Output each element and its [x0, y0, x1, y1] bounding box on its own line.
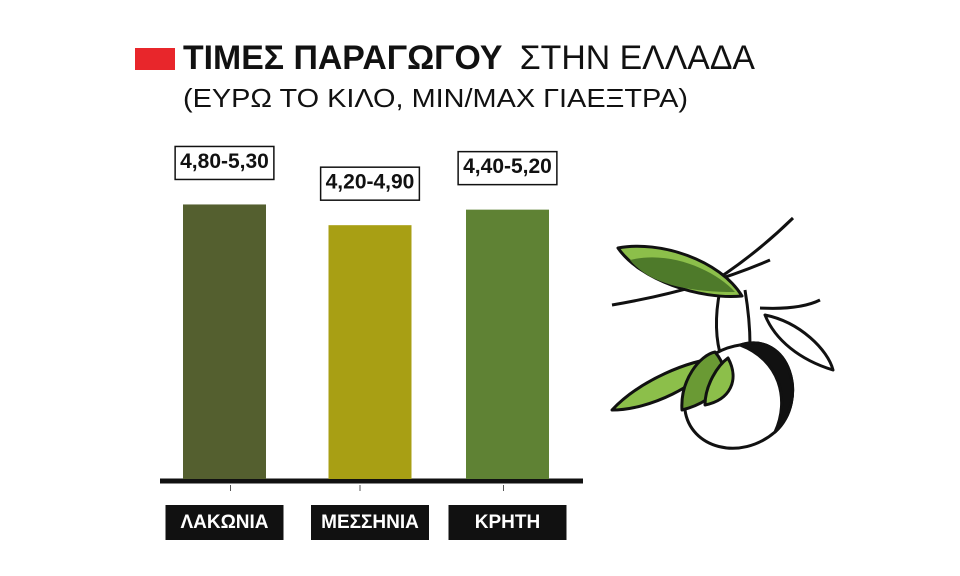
olive-illustration [610, 216, 835, 450]
title-marker [135, 48, 175, 70]
chart-title: ΤΙΜΕΣ ΠΑΡΑΓΩΓΟΥ ΣΤΗΝ ΕΛΛΑΔΑ [183, 39, 755, 77]
value-label: 4,40-5,20 [463, 155, 552, 178]
bar [183, 204, 266, 479]
bar [466, 209, 549, 479]
category-box [311, 505, 429, 540]
value-label: 4,80-5,30 [180, 150, 269, 173]
title-bold: ΤΙΜΕΣ ΠΑΡΑΓΩΓΟΥ [183, 39, 503, 77]
x-tick-label: ΚΡΗΤΗ [475, 512, 540, 533]
title-rest: ΣΤΗΝ ΕΛΛΑΔΑ [520, 39, 756, 77]
value-label-box [457, 150, 558, 186]
bar [328, 225, 412, 479]
chart-subtitle: (ΕΥΡΩ ΤΟ ΚΙΛΟ, MIN/MAX ΓΙΑΕΞΤΡΑ) [183, 83, 688, 113]
value-label-box [319, 166, 421, 201]
category-box [165, 505, 284, 540]
value-label: 4,20-4,90 [326, 171, 415, 194]
value-label-box [174, 145, 275, 181]
category-box [448, 505, 567, 540]
x-tick-label: ΛΑΚΩΝΙΑ [180, 512, 268, 533]
x-tick-label: ΜΕΣΣΗΝΙΑ [321, 512, 419, 533]
